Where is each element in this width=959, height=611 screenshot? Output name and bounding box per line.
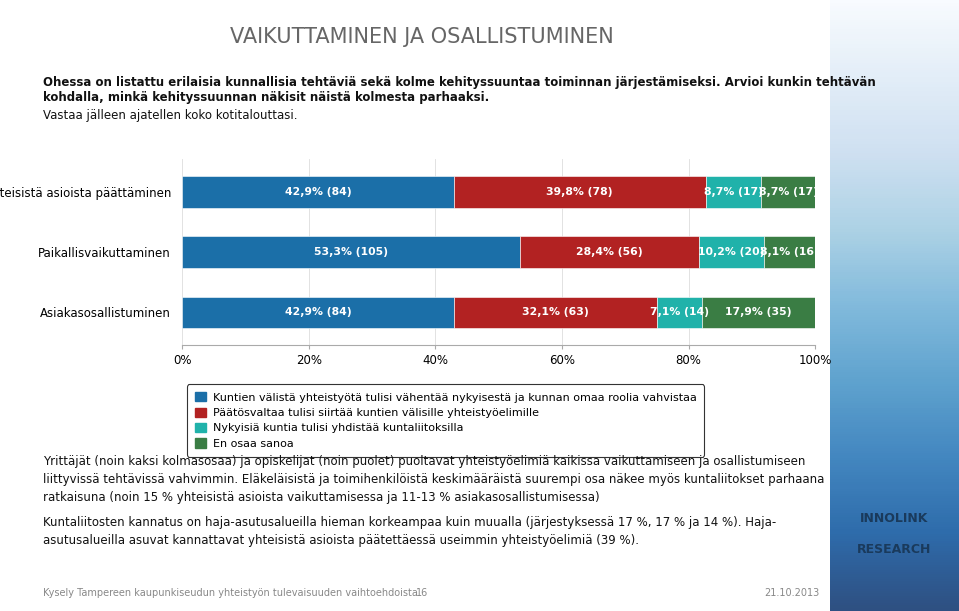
Text: 7,1% (14): 7,1% (14): [650, 307, 709, 317]
Bar: [182, 177, 454, 208]
Bar: [454, 296, 657, 327]
Bar: [182, 236, 520, 268]
Text: 42,9% (84): 42,9% (84): [285, 307, 351, 317]
Text: 8,7% (17): 8,7% (17): [704, 187, 762, 197]
Bar: [182, 296, 454, 327]
Bar: [702, 296, 815, 327]
Text: VAIKUTTAMINEN JA OSALLISTUMINEN: VAIKUTTAMINEN JA OSALLISTUMINEN: [230, 27, 614, 48]
Text: 16: 16: [416, 588, 428, 598]
Text: 32,1% (63): 32,1% (63): [522, 307, 589, 317]
Legend: Kuntien välistä yhteistyötä tulisi vähentää nykyisestä ja kunnan omaa roolia vah: Kuntien välistä yhteistyötä tulisi vähen…: [187, 384, 704, 456]
Text: Yrittäjät (noin kaksi kolmasosaa) ja opiskelijat (noin puolet) puoltavat yhteist: Yrittäjät (noin kaksi kolmasosaa) ja opi…: [43, 455, 825, 504]
Text: 53,3% (105): 53,3% (105): [314, 247, 387, 257]
Text: Vastaa jälleen ajatellen koko kotitalouttasi.: Vastaa jälleen ajatellen koko kotitalout…: [43, 109, 297, 122]
Bar: [706, 177, 760, 208]
Text: 17,9% (35): 17,9% (35): [725, 307, 792, 317]
Text: 42,9% (84): 42,9% (84): [285, 187, 351, 197]
Text: Kysely Tampereen kaupunkiseudun yhteistyön tulevaisuuden vaihtoehdoista: Kysely Tampereen kaupunkiseudun yhteisty…: [43, 588, 418, 598]
Text: RESEARCH: RESEARCH: [857, 543, 931, 556]
Text: 8,7% (17): 8,7% (17): [759, 187, 818, 197]
Bar: [454, 177, 706, 208]
Text: INNOLINK: INNOLINK: [860, 513, 928, 525]
Bar: [520, 236, 699, 268]
Text: Kuntaliitosten kannatus on haja-asutusalueilla hieman korkeampaa kuin muualla (j: Kuntaliitosten kannatus on haja-asutusal…: [43, 516, 777, 547]
Bar: [699, 236, 764, 268]
Text: 8,1% (16): 8,1% (16): [760, 247, 819, 257]
Text: Ohessa on listattu erilaisia kunnallisia tehtäviä sekä kolme kehityssuuntaa toim: Ohessa on listattu erilaisia kunnallisia…: [43, 76, 876, 104]
Text: 21.10.2013: 21.10.2013: [764, 588, 820, 598]
Text: 10,2% (20): 10,2% (20): [698, 247, 765, 257]
Bar: [764, 236, 815, 268]
Text: 39,8% (78): 39,8% (78): [547, 187, 613, 197]
Text: 28,4% (56): 28,4% (56): [576, 247, 643, 257]
Bar: [760, 177, 816, 208]
Bar: [657, 296, 702, 327]
